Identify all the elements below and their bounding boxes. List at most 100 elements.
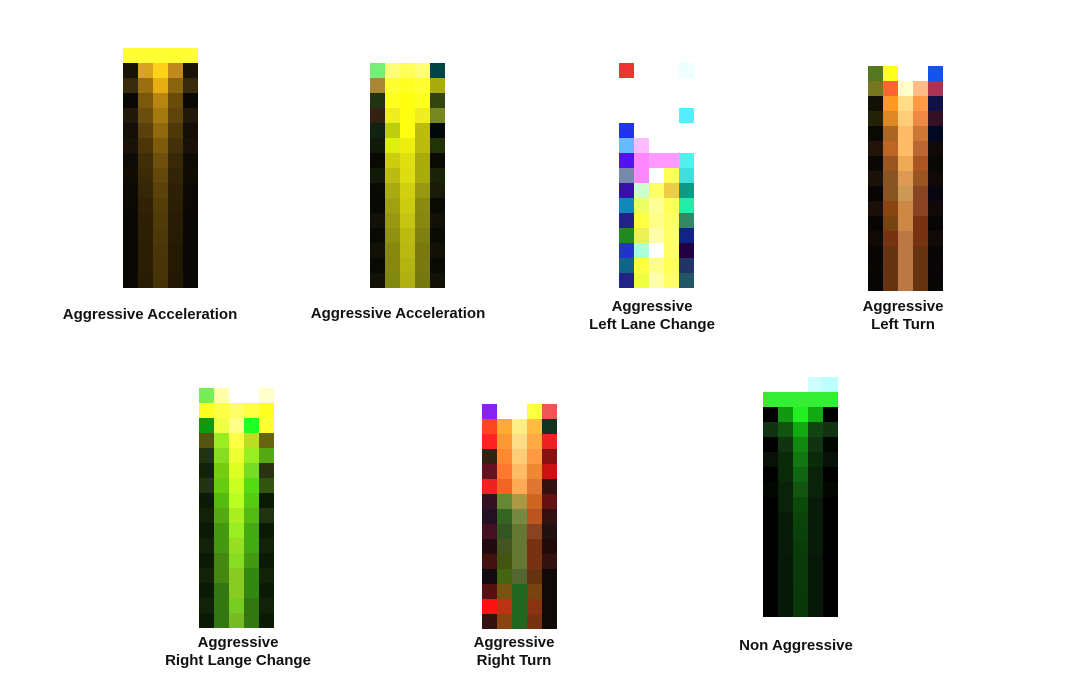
heatmap-cell [913,201,928,216]
heatmap-cell [883,186,898,201]
heatmap-cell [664,93,679,108]
heatmap-cell [415,153,430,168]
heatmap-cell [778,497,793,512]
heatmap-cell [868,126,883,141]
heatmap-cell [415,138,430,153]
heatmap-cell [664,108,679,123]
heatmap-cell [649,183,664,198]
heatmap-cell [634,213,649,228]
heatmap-cell [913,141,928,156]
heatmap-cell [649,108,664,123]
heatmap-cell [153,63,168,78]
heatmap-cell [883,141,898,156]
heatmap-cell [259,553,274,568]
heatmap-cell [214,403,229,418]
heatmap-cell [400,78,415,93]
heatmap-cell [229,523,244,538]
heatmap-cell [512,539,527,554]
heatmap-cell [883,276,898,291]
heatmap-cell [898,141,913,156]
heatmap-cell [183,153,198,168]
heatmap-cell [793,557,808,572]
heatmap-cell [482,584,497,599]
heatmap-cell [898,81,913,96]
heatmap-cell [400,228,415,243]
heatmap-cell [512,584,527,599]
caption-non-aggressive: Non Aggressive [676,637,916,655]
heatmap-cell [664,258,679,273]
heatmap-cell [138,48,153,63]
heatmap-cell [370,228,385,243]
heatmap-cell [793,422,808,437]
heatmap-cell [823,377,838,392]
heatmap-cell [430,108,445,123]
heatmap-cell [868,111,883,126]
heatmap-cell [259,403,274,418]
caption-line: Non Aggressive [739,637,853,654]
heatmap-cell [928,171,943,186]
heatmap-cell [512,494,527,509]
heatmap-cell [259,493,274,508]
heatmap-cell [482,494,497,509]
heatmap-cell [229,598,244,613]
heatmap-cell [898,231,913,246]
heatmap-cell [482,509,497,524]
heatmap-cell [497,419,512,434]
heatmap-cell [199,418,214,433]
heatmap-cell [542,554,557,569]
heatmap-cell [153,243,168,258]
heatmap-cell [778,587,793,602]
heatmap-cell [512,509,527,524]
heatmap-aggressive-right-lane-change [199,388,274,628]
heatmap-cell [430,213,445,228]
heatmap-cell [649,243,664,258]
heatmap-cell [244,493,259,508]
heatmap-cell [497,434,512,449]
heatmap-cell [619,273,634,288]
heatmap-cell [634,108,649,123]
heatmap-cell [430,153,445,168]
heatmap-cell [214,463,229,478]
heatmap-cell [679,273,694,288]
heatmap-cell [153,183,168,198]
heatmap-cell [430,63,445,78]
heatmap-cell [664,63,679,78]
heatmap-cell [679,213,694,228]
heatmap-cell [793,527,808,542]
heatmap-cell [634,243,649,258]
heatmap-cell [214,418,229,433]
heatmap-cell [808,422,823,437]
heatmap-cell [778,467,793,482]
heatmap-cell [664,138,679,153]
heatmap-cell [168,63,183,78]
heatmap-cell [928,66,943,81]
heatmap-cell [214,538,229,553]
heatmap-cell [370,108,385,123]
heatmap-cell [259,433,274,448]
heatmap-cell [808,512,823,527]
heatmap-cell [370,168,385,183]
heatmap-cell [527,614,542,629]
heatmap-cell [868,216,883,231]
heatmap-cell [214,493,229,508]
heatmap-cell [778,482,793,497]
heatmap-cell [153,108,168,123]
heatmap-cell [823,512,838,527]
heatmap-cell [649,168,664,183]
heatmap-cell [244,448,259,463]
heatmap-cell [199,613,214,628]
heatmap-cell [679,198,694,213]
heatmap-cell [883,81,898,96]
heatmap-cell [497,404,512,419]
heatmap-cell [913,246,928,261]
heatmap-cell [497,539,512,554]
heatmap-cell [778,557,793,572]
heatmap-cell [153,168,168,183]
heatmap-cell [883,156,898,171]
heatmap-cell [482,554,497,569]
heatmap-cell [385,123,400,138]
heatmap-cell [649,213,664,228]
heatmap-cell [527,554,542,569]
heatmap-cell [634,93,649,108]
heatmap-cell [430,123,445,138]
